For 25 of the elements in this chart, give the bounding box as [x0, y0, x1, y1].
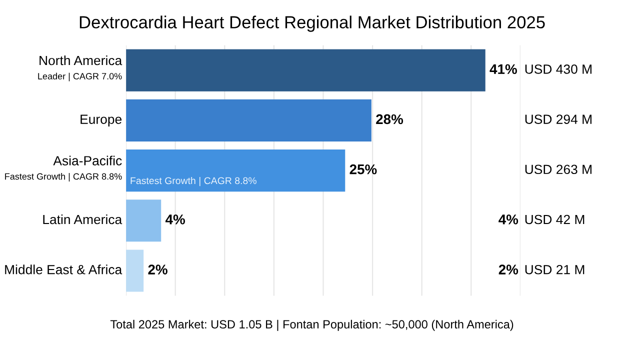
- y-tick-label: North America Leader | CAGR 7.0%: [38, 55, 122, 82]
- bar: [126, 200, 162, 242]
- data-label: 4%: [165, 214, 185, 224]
- bar: [126, 49, 486, 92]
- y-tick-label: Latin America: [43, 214, 122, 224]
- text: USD 42 M: [525, 214, 584, 224]
- y-tick-label: Middle East & Africa: [5, 264, 122, 274]
- annotation: 4%: [498, 214, 518, 224]
- text: USD 263 M: [525, 164, 592, 174]
- chart-title: Dextrocardia Heart Defect Regional Market Distribution 2025: [80, 16, 545, 32]
- data-label: 41%: [490, 64, 517, 74]
- text: USD 21 M: [525, 264, 584, 274]
- bar: [126, 99, 372, 142]
- text: Total 2025 Market: USD 1.05 B | Fontan Population: ~50,000 (North America): [110, 320, 514, 331]
- bar: [126, 250, 144, 292]
- text: USD 430 M: [525, 64, 592, 74]
- data-label: 2%: [148, 264, 168, 274]
- text: USD 294 M: [525, 114, 592, 124]
- data-label: 28%: [376, 114, 404, 124]
- bar: [126, 149, 346, 192]
- y-tick-label: Europe: [80, 114, 122, 127]
- annotation: 2%: [498, 264, 518, 274]
- annotation: Fastest Growth | CAGR 8.8%: [130, 176, 256, 186]
- data-label: 25%: [350, 164, 377, 174]
- y-tick-label: Asia-Pacific Fastest Growth | CAGR 8.8%: [5, 156, 122, 182]
